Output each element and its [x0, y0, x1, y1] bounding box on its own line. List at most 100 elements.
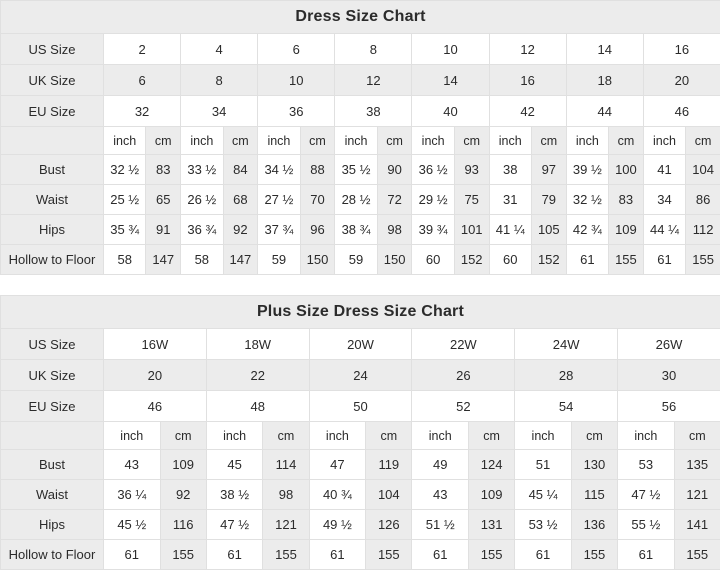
- size-value: 56: [617, 390, 720, 422]
- measurement-label: Waist: [0, 184, 104, 215]
- measurement-inch: 40 ¾: [308, 479, 367, 510]
- size-value: 24: [308, 359, 413, 391]
- measurement-label: Hollow to Floor: [0, 244, 104, 275]
- table-row: Hollow to Floor 61 155 61 155 61 155 61 155 61 155…: [0, 539, 720, 570]
- measurement-inch: 34: [642, 184, 687, 215]
- size-value: 20: [103, 359, 207, 391]
- measurement-inch: 41: [642, 154, 687, 185]
- size-value: 12: [488, 33, 567, 65]
- size-value: 16: [642, 33, 720, 65]
- measurement-inch: 51: [514, 449, 572, 480]
- measurement-cm: 105: [530, 214, 567, 245]
- unit-header-cm: cm: [262, 421, 310, 450]
- size-value: 8: [334, 33, 413, 65]
- row-uk-size: UK Size 6 8 10 12 14 16 18 20: [0, 64, 720, 96]
- measurement-inch: 31: [488, 184, 532, 215]
- measurement-cm: 124: [467, 449, 516, 480]
- unit-header-cm: cm: [453, 126, 490, 155]
- size-value: 44: [565, 95, 644, 127]
- measurement-inch: 34 ½: [257, 154, 301, 185]
- table-row: Hollow to Floor 58 147 58 147 59 150 59 150 60 152…: [0, 244, 720, 275]
- measurement-inch: 26 ½: [180, 184, 224, 215]
- unit-header-inch: inch: [411, 421, 469, 450]
- unit-header-cm: cm: [673, 421, 720, 450]
- size-value: 50: [308, 390, 413, 422]
- size-value: 16: [488, 64, 567, 96]
- measurement-inch: 32 ½: [102, 154, 147, 185]
- measurement-inch: 60: [411, 244, 455, 275]
- unit-header-inch: inch: [180, 126, 224, 155]
- measurement-cm: 155: [673, 539, 720, 570]
- row-eu-size: EU Size 46 48 50 52 54 56: [0, 390, 720, 422]
- measurement-cm: 84: [222, 154, 259, 185]
- measurement-cm: 72: [376, 184, 413, 215]
- measurement-inch: 60: [488, 244, 532, 275]
- size-value: 52: [411, 390, 516, 422]
- size-value: 40: [411, 95, 490, 127]
- measurement-cm: 131: [467, 509, 516, 540]
- measurement-inch: 53 ½: [514, 509, 572, 540]
- unit-header-cm: cm: [570, 421, 619, 450]
- measurement-inch: 61: [514, 539, 572, 570]
- measurement-inch: 37 ¾: [257, 214, 301, 245]
- size-value: 30: [617, 359, 720, 391]
- row-label: US Size: [0, 33, 104, 65]
- row-eu-size: EU Size 32 34 36 38 40 42 44 46: [0, 95, 720, 127]
- measurement-inch: 32 ½: [565, 184, 610, 215]
- measurement-inch: 39 ½: [565, 154, 610, 185]
- row-label: EU Size: [0, 95, 104, 127]
- measurement-cm: 119: [365, 449, 413, 480]
- measurement-label: Bust: [0, 154, 104, 185]
- chart-title: Plus Size Dress Size Chart: [0, 295, 720, 329]
- measurement-inch: 38: [488, 154, 532, 185]
- measurement-inch: 42 ¾: [565, 214, 610, 245]
- measurement-inch: 47 ½: [205, 509, 264, 540]
- unit-header-cm: cm: [299, 126, 336, 155]
- size-value: 46: [103, 390, 207, 422]
- unit-header-cm: cm: [222, 126, 259, 155]
- size-value: 26: [411, 359, 516, 391]
- measurement-cm: 126: [365, 509, 413, 540]
- size-value: 20: [642, 64, 720, 96]
- measurement-inch: 43: [411, 479, 469, 510]
- unit-header-inch: inch: [102, 126, 147, 155]
- measurement-cm: 155: [365, 539, 413, 570]
- measurement-cm: 97: [530, 154, 567, 185]
- table-row: Hips 45 ½ 116 47 ½ 121 49 ½ 126 51 ½ 131 53 ½ 136 5…: [0, 509, 720, 540]
- row-label: EU Size: [0, 390, 104, 422]
- chart-title: Dress Size Chart: [0, 0, 720, 34]
- measurement-inch: 38 ¾: [334, 214, 378, 245]
- measurement-cm: 136: [570, 509, 619, 540]
- size-value: 14: [565, 33, 644, 65]
- size-value: 42: [488, 95, 567, 127]
- table-row: Waist 36 ¼ 92 38 ½ 98 40 ¾ 104 43 109 45 ¼ 115 47 ½…: [0, 479, 720, 510]
- measurement-inch: 61: [308, 539, 367, 570]
- unit-header-cm: cm: [376, 126, 413, 155]
- size-chart-standard: Dress Size Chart US Size 2 4 6 8 10 12 14 16 UK Si…: [0, 0, 720, 275]
- measurement-inch: 58: [102, 244, 147, 275]
- measurement-cm: 121: [262, 509, 310, 540]
- measurement-cm: 100: [608, 154, 644, 185]
- measurement-cm: 116: [159, 509, 207, 540]
- measurement-cm: 109: [159, 449, 207, 480]
- measurement-inch: 61: [103, 539, 161, 570]
- measurement-inch: 27 ½: [257, 184, 301, 215]
- measurement-inch: 49: [411, 449, 469, 480]
- size-value: 28: [514, 359, 619, 391]
- measurement-cm: 68: [222, 184, 259, 215]
- measurement-inch: 61: [205, 539, 264, 570]
- size-value: 18: [565, 64, 644, 96]
- chart-title-row: Dress Size Chart: [0, 0, 720, 34]
- row-units: inch cm inch cm inch cm inch cm inch cm inch cm: [0, 421, 720, 450]
- measurement-inch: 47: [308, 449, 367, 480]
- measurement-cm: 155: [570, 539, 619, 570]
- measurement-inch: 58: [180, 244, 224, 275]
- measurement-cm: 83: [145, 154, 182, 185]
- measurement-inch: 59: [334, 244, 378, 275]
- measurement-cm: 155: [608, 244, 644, 275]
- size-value: 22: [205, 359, 310, 391]
- measurement-cm: 79: [530, 184, 567, 215]
- size-value: 10: [411, 33, 490, 65]
- unit-header-inch: inch: [488, 126, 532, 155]
